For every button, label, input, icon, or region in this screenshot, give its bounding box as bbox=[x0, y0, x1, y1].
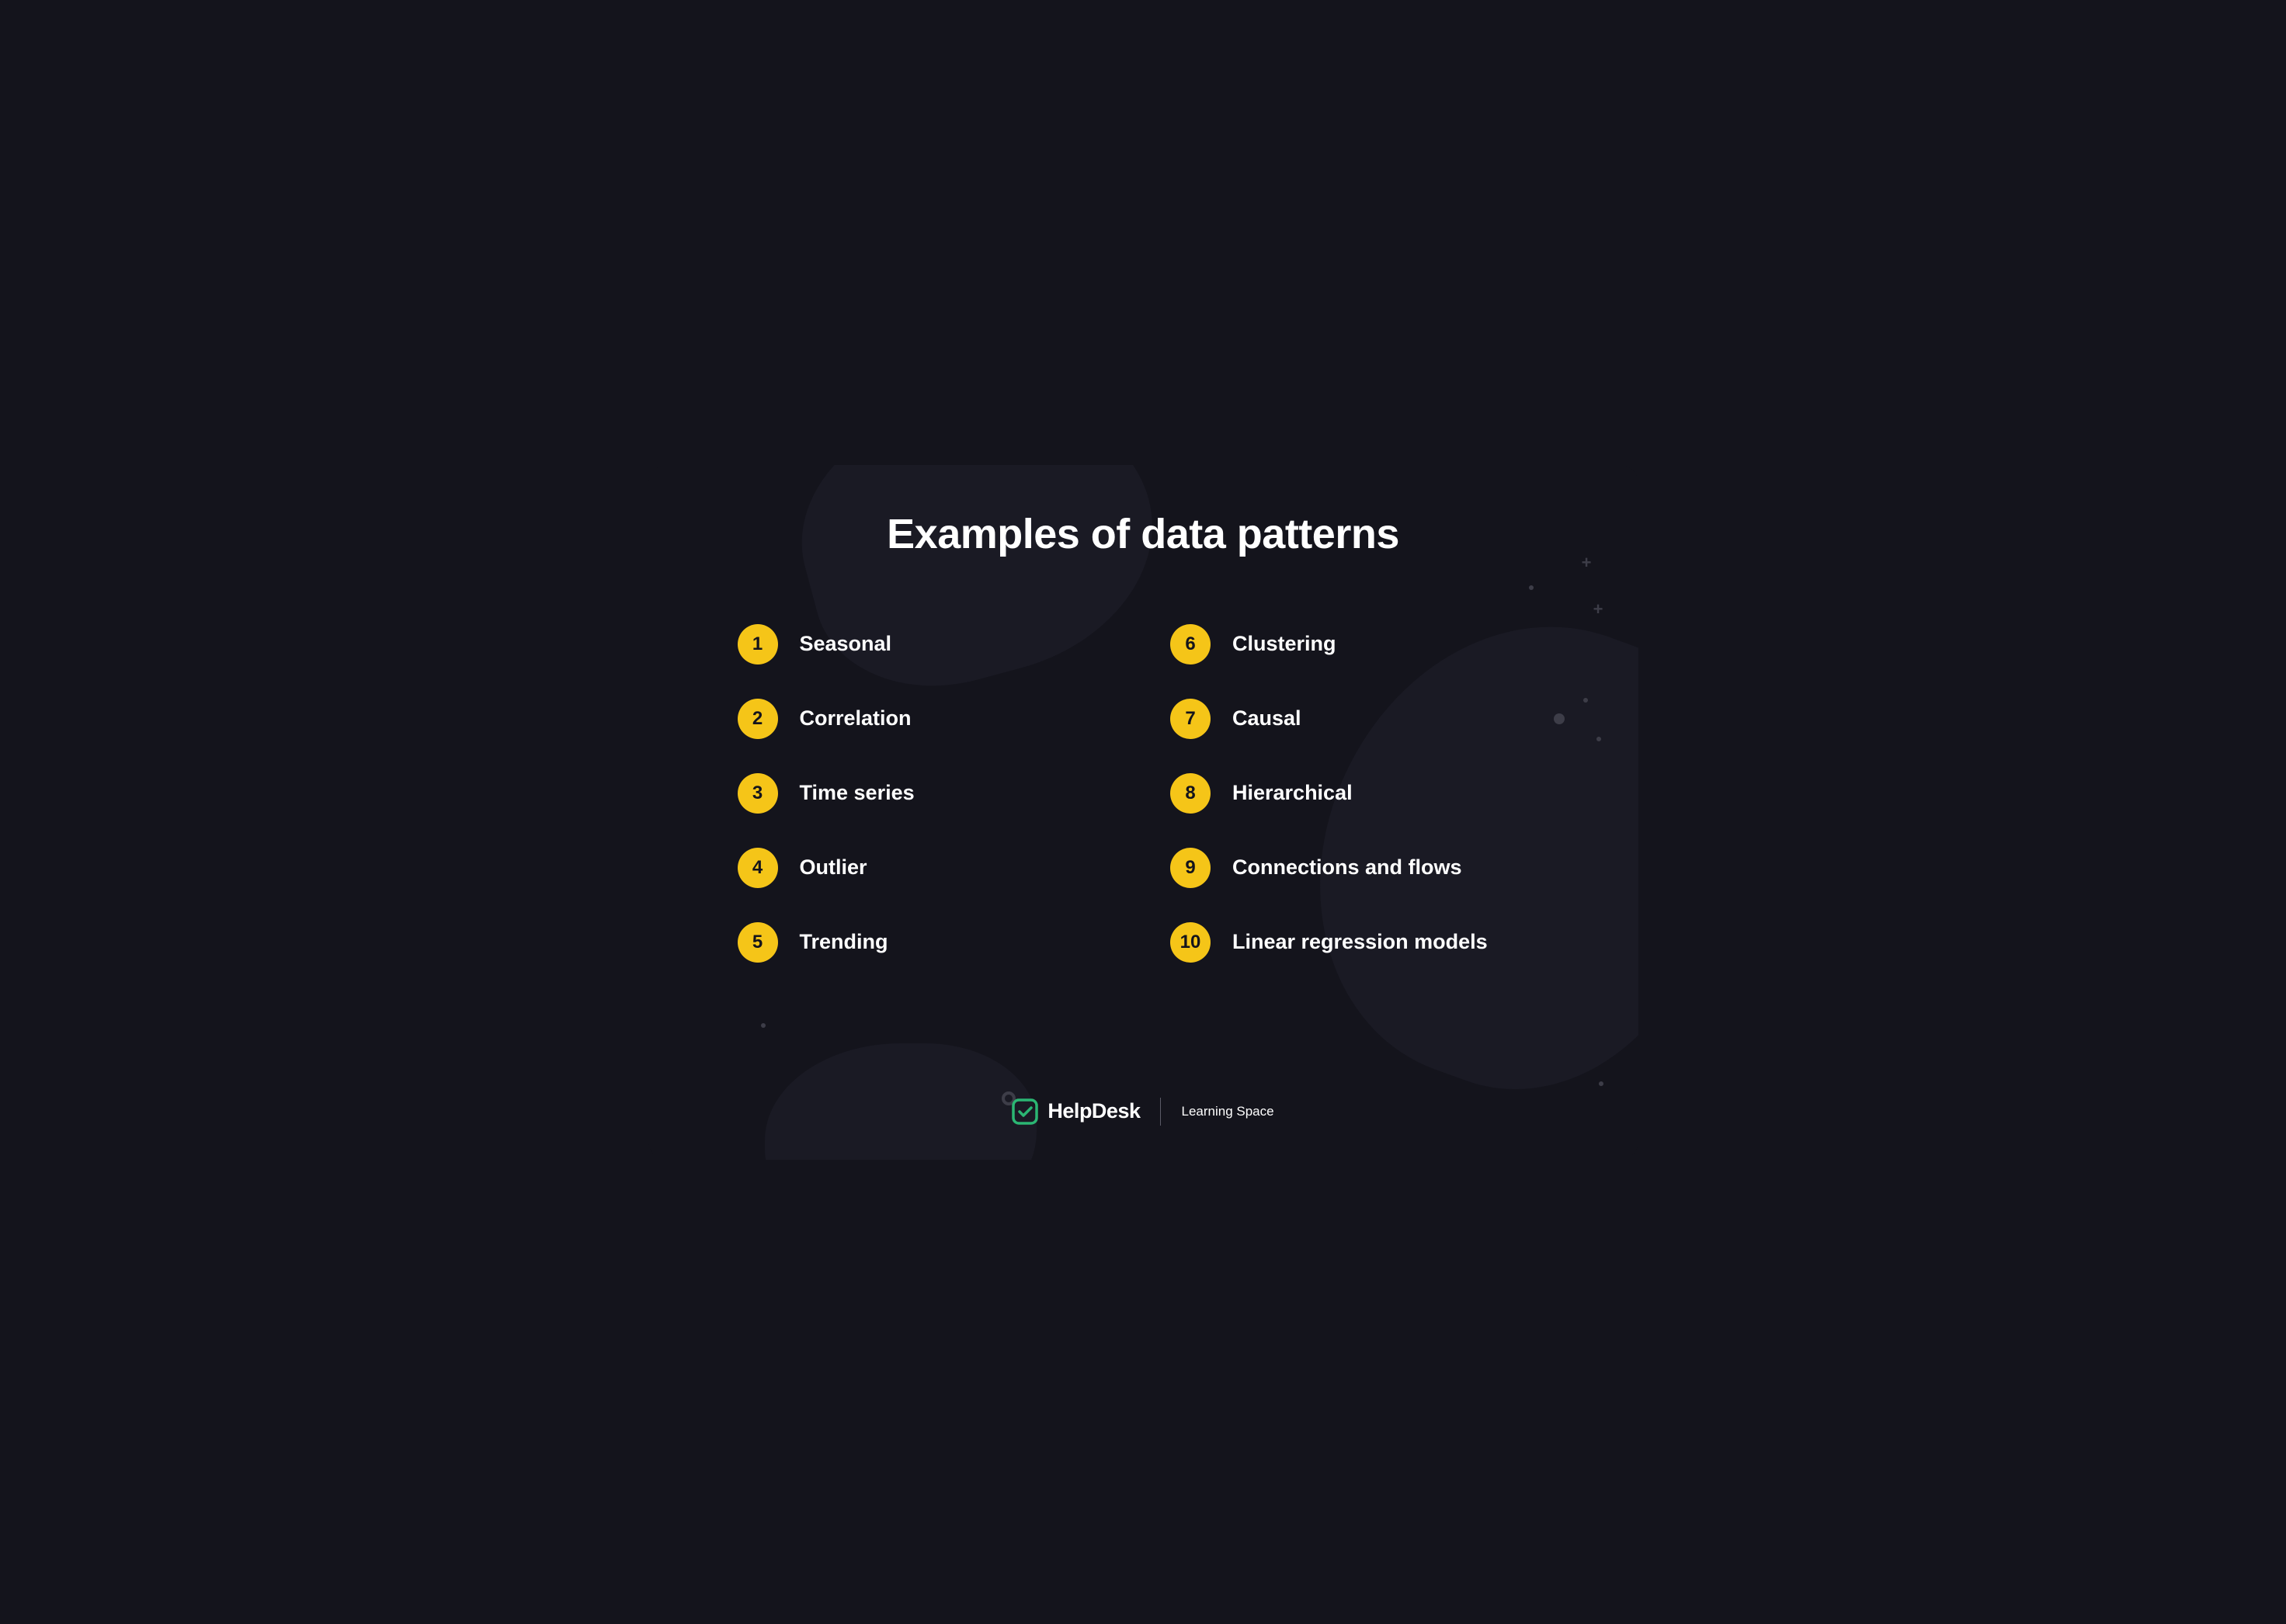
number-badge: 2 bbox=[738, 699, 778, 739]
helpdesk-logo-icon bbox=[1012, 1098, 1038, 1125]
list-item: 9 Connections and flows bbox=[1170, 848, 1549, 888]
page-title: Examples of data patterns bbox=[718, 510, 1569, 558]
item-label: Clustering bbox=[1232, 631, 1336, 658]
list-item: 1 Seasonal bbox=[738, 624, 1117, 665]
item-label: Trending bbox=[800, 929, 888, 956]
column-left: 1 Seasonal 2 Correlation 3 Time series 4… bbox=[738, 624, 1117, 963]
list-columns: 1 Seasonal 2 Correlation 3 Time series 4… bbox=[718, 624, 1569, 963]
item-label: Outlier bbox=[800, 855, 867, 881]
number-badge: 5 bbox=[738, 922, 778, 963]
item-label: Correlation bbox=[800, 706, 912, 732]
item-label: Causal bbox=[1232, 706, 1301, 732]
list-item: 8 Hierarchical bbox=[1170, 773, 1549, 814]
number-badge: 3 bbox=[738, 773, 778, 814]
number-badge: 6 bbox=[1170, 624, 1211, 665]
number-badge: 7 bbox=[1170, 699, 1211, 739]
item-label: Linear regression models bbox=[1232, 929, 1488, 956]
number-badge: 9 bbox=[1170, 848, 1211, 888]
list-item: 5 Trending bbox=[738, 922, 1117, 963]
brand-name: HelpDesk bbox=[1047, 1099, 1140, 1123]
brand: HelpDesk bbox=[1012, 1098, 1140, 1125]
number-badge: 8 bbox=[1170, 773, 1211, 814]
item-label: Time series bbox=[800, 780, 915, 807]
item-label: Connections and flows bbox=[1232, 855, 1462, 881]
infographic-card: + + Examples of data patterns 1 Seasonal… bbox=[648, 465, 1638, 1160]
number-badge: 10 bbox=[1170, 922, 1211, 963]
column-right: 6 Clustering 7 Causal 8 Hierarchical 9 C… bbox=[1170, 624, 1549, 963]
footer: HelpDesk Learning Space bbox=[648, 1098, 1638, 1160]
list-item: 4 Outlier bbox=[738, 848, 1117, 888]
list-item: 6 Clustering bbox=[1170, 624, 1549, 665]
list-item: 10 Linear regression models bbox=[1170, 922, 1549, 963]
item-label: Seasonal bbox=[800, 631, 892, 658]
content-area: Examples of data patterns 1 Seasonal 2 C… bbox=[648, 465, 1638, 1098]
number-badge: 4 bbox=[738, 848, 778, 888]
list-item: 7 Causal bbox=[1170, 699, 1549, 739]
number-badge: 1 bbox=[738, 624, 778, 665]
item-label: Hierarchical bbox=[1232, 780, 1353, 807]
footer-label: Learning Space bbox=[1181, 1104, 1273, 1119]
footer-divider bbox=[1160, 1098, 1161, 1126]
list-item: 3 Time series bbox=[738, 773, 1117, 814]
list-item: 2 Correlation bbox=[738, 699, 1117, 739]
